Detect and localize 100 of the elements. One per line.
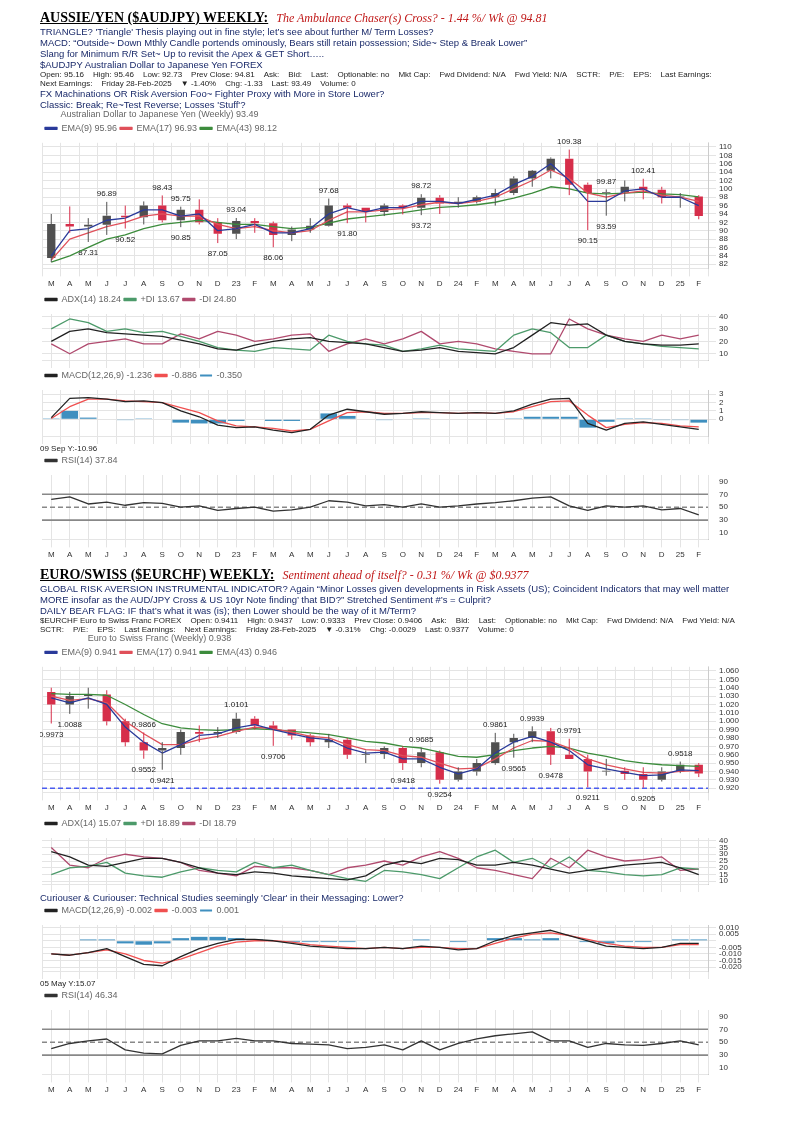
x-tick-label: J: [326, 803, 331, 813]
x-tick-label: J: [104, 550, 109, 560]
y-tick-label: 110: [719, 142, 733, 152]
x-tick-label: A: [363, 1085, 370, 1095]
x-tick-label: N: [640, 1085, 647, 1095]
x-tick-label: J: [548, 803, 553, 813]
x-tick-label: D: [658, 279, 665, 289]
y-tick-label: -0.005: [719, 942, 743, 952]
y-tick-label: 0.010: [719, 922, 740, 932]
x-tick-label: J: [345, 1085, 350, 1095]
x-tick-label: N: [196, 550, 203, 560]
x-tick-label: J: [345, 550, 350, 560]
x-tick-label: A: [289, 550, 296, 560]
x-tick-label: J: [123, 550, 128, 560]
text: SCTR:: [40, 625, 64, 634]
x-tick-label: O: [621, 1085, 628, 1095]
legend-label: -DI 18.79: [199, 817, 237, 828]
x-tick-label: M: [306, 803, 314, 813]
x-tick-label: M: [84, 279, 92, 289]
x-tick-label: A: [141, 550, 148, 560]
x-tick-label: N: [196, 279, 203, 289]
x-tick-label: A: [141, 1085, 148, 1095]
x-tick-label: O: [621, 279, 628, 289]
x-tick-label: 25: [675, 1085, 686, 1095]
y-tick-label: 3: [719, 389, 724, 399]
legend-label: MACD(12,26,9) -1.236: [61, 369, 153, 380]
x-tick-label: M: [491, 550, 499, 560]
text: Ask:: [263, 70, 280, 79]
annotation: 93.72: [411, 221, 432, 231]
text: Last Earnings:: [660, 70, 712, 79]
x-tick-label: J: [567, 1085, 572, 1095]
x-tick-label: N: [640, 803, 647, 813]
legend-label: +DI 13.67: [140, 293, 180, 304]
text: FX Machinations OR Risk Aversion Foo~ Fighter Proxy with More in Store Lower?: [40, 88, 386, 99]
text: Fwd Yield: N/A: [682, 616, 735, 625]
y-tick-label: 70: [719, 489, 729, 499]
y-tick-label: 35: [719, 842, 729, 852]
text: Chg: -1.33: [225, 79, 263, 88]
x-tick-label: F: [696, 1085, 702, 1095]
legend-label: EMA(43) 98.12: [216, 122, 278, 133]
text: ▼ -1.40%: [180, 79, 217, 88]
x-tick-label: M: [269, 550, 277, 560]
x-tick-label: S: [381, 1085, 387, 1095]
x-tick-label: J: [326, 279, 331, 289]
x-tick-label: F: [474, 1085, 480, 1095]
y-tick-label: 0.970: [719, 741, 740, 751]
x-tick-label: D: [214, 279, 221, 289]
x-tick-label: M: [269, 279, 277, 289]
x-tick-label: A: [289, 1085, 296, 1095]
y-tick-label: 20: [719, 336, 729, 346]
y-tick-label: 104: [719, 167, 733, 177]
x-tick-label: M: [269, 1085, 277, 1095]
x-tick-label: D: [214, 550, 221, 560]
annotation: 1.0101: [224, 699, 250, 709]
y-tick-label: 1.020: [719, 699, 740, 709]
x-tick-label: 24: [453, 550, 464, 560]
y-tick-label: 94: [719, 209, 729, 219]
x-tick-label: O: [621, 803, 628, 813]
x-tick-label: S: [159, 550, 165, 560]
x-tick-label: 24: [453, 1085, 464, 1095]
chart-title: AUSSIE/YEN ($AUDJPY) WEEKLY:: [40, 10, 269, 25]
x-tick-label: M: [491, 803, 499, 813]
x-tick-label: A: [141, 803, 148, 813]
x-tick-label: F: [474, 279, 480, 289]
text: Bid:: [288, 70, 303, 79]
x-tick-label: J: [567, 279, 572, 289]
annotation: 90.15: [577, 236, 599, 246]
chart-subtitle: The Ambulance Chaser(s) Cross? - 1.44 %/ Wk @ 94.81: [276, 11, 548, 26]
y-tick-label: 30: [719, 324, 729, 334]
x-tick-label: A: [585, 279, 592, 289]
x-tick-label: O: [177, 1085, 184, 1095]
x-tick-label: O: [399, 1085, 406, 1095]
y-tick-label: 50: [719, 1037, 729, 1047]
y-tick-label: 82: [719, 259, 729, 269]
x-tick-label: J: [104, 1085, 109, 1095]
legend-title: Euro to Swiss Franc (Weekly) 0.938: [87, 632, 232, 643]
annotation: 93.59: [596, 221, 617, 231]
x-tick-label: D: [436, 1085, 443, 1095]
text: Slang for Minimum R/R Set~ Up to revisit the Apex & GET Short…..: [40, 48, 326, 59]
x-tick-label: N: [196, 803, 203, 813]
x-tick-label: M: [47, 550, 55, 560]
text: Last: 93.49: [271, 79, 312, 88]
y-tick-label: 90: [719, 225, 729, 235]
text: Optionable: no: [337, 70, 390, 79]
legend-label: EMA(43) 0.946: [216, 646, 278, 657]
annotation: 0.9791: [557, 725, 583, 735]
text: SCTR:: [576, 70, 601, 79]
y-tick-label: 84: [719, 251, 729, 261]
x-tick-label: M: [491, 279, 499, 289]
x-tick-label: A: [67, 1085, 74, 1095]
y-tick-label: 86: [719, 242, 729, 252]
x-tick-label: J: [123, 803, 128, 813]
annotation: 0.9861: [483, 720, 509, 730]
y-tick-label: 90: [719, 476, 729, 486]
y-tick-label: 92: [719, 217, 729, 227]
y-tick-label: 108: [719, 150, 733, 160]
x-tick-label: N: [640, 550, 647, 560]
x-tick-label: J: [104, 279, 109, 289]
y-tick-label: -0.015: [719, 955, 743, 965]
y-tick-label: 100: [719, 184, 733, 194]
